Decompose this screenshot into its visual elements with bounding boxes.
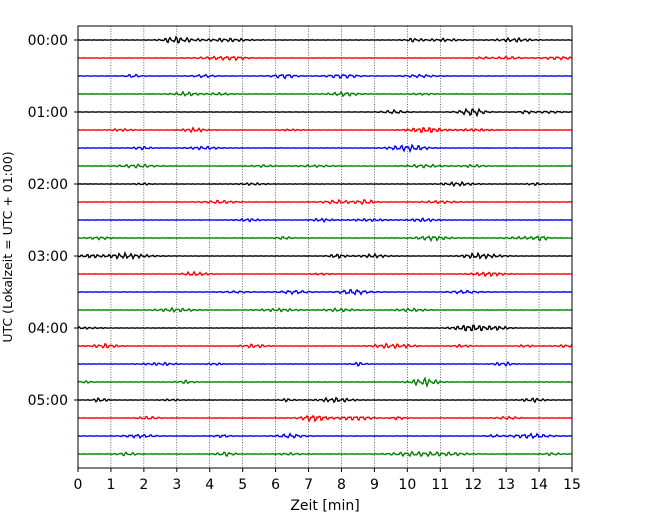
trace-line	[77, 126, 572, 134]
trace-line	[78, 432, 573, 440]
y-tick-label: 00:00	[28, 33, 68, 49]
trace-line	[77, 324, 573, 332]
trace-line	[77, 55, 573, 62]
trace-line	[77, 251, 572, 261]
y-axis-ticks: 00:00 01:00 02:00 03:00 04:00 05:00	[28, 33, 78, 409]
plot-frame	[77, 25, 573, 469]
x-tick-label: 9	[370, 477, 379, 493]
x-tick-label: 0	[74, 477, 83, 493]
x-tick-label: 1	[106, 477, 115, 493]
y-tick-label: 04:00	[28, 321, 68, 337]
x-tick-label: 3	[172, 477, 181, 493]
trace-line	[77, 180, 573, 188]
trace-line	[77, 306, 573, 314]
trace-line	[77, 198, 573, 206]
x-tick-label: 14	[530, 477, 548, 493]
x-tick-label: 12	[464, 477, 482, 493]
x-tick-label: 8	[337, 477, 346, 493]
trace-line	[77, 217, 573, 223]
trace-line	[77, 361, 573, 367]
trace-line	[77, 342, 573, 350]
x-tick-label: 2	[139, 477, 148, 493]
x-tick-label: 6	[271, 477, 280, 493]
x-tick-label: 4	[205, 477, 214, 493]
y-tick-label: 01:00	[28, 105, 68, 121]
trace-line	[77, 235, 573, 243]
x-axis-label: Zeit [min]	[290, 498, 359, 514]
trace-line	[77, 376, 573, 389]
trace-line	[77, 143, 573, 154]
x-tick-label: 10	[398, 477, 416, 493]
trace-line	[77, 396, 573, 404]
seismic-traces	[77, 35, 573, 458]
trace-line	[77, 35, 573, 44]
x-tick-label: 5	[238, 477, 247, 493]
trace-line	[77, 107, 573, 118]
y-axis-label: UTC (Lokalzeit = UTC + 01:00)	[0, 151, 15, 342]
x-axis-ticks: 0 1 2 3 4 5 6 7 8 9 10 11 12 13 14 15	[74, 468, 581, 493]
trace-line	[77, 163, 573, 169]
grid-lines	[110, 26, 540, 468]
trace-line	[77, 414, 573, 423]
trace-line	[77, 90, 573, 98]
trace-line	[77, 450, 573, 458]
x-tick-label: 7	[304, 477, 313, 493]
x-tick-label: 15	[563, 477, 581, 493]
y-tick-label: 03:00	[28, 249, 68, 265]
y-tick-label: 05:00	[28, 393, 68, 409]
trace-line	[77, 288, 573, 296]
trace-line	[77, 270, 573, 278]
x-tick-label: 11	[431, 477, 449, 493]
trace-line	[77, 73, 573, 80]
x-tick-label: 13	[497, 477, 515, 493]
y-tick-label: 02:00	[28, 177, 68, 193]
